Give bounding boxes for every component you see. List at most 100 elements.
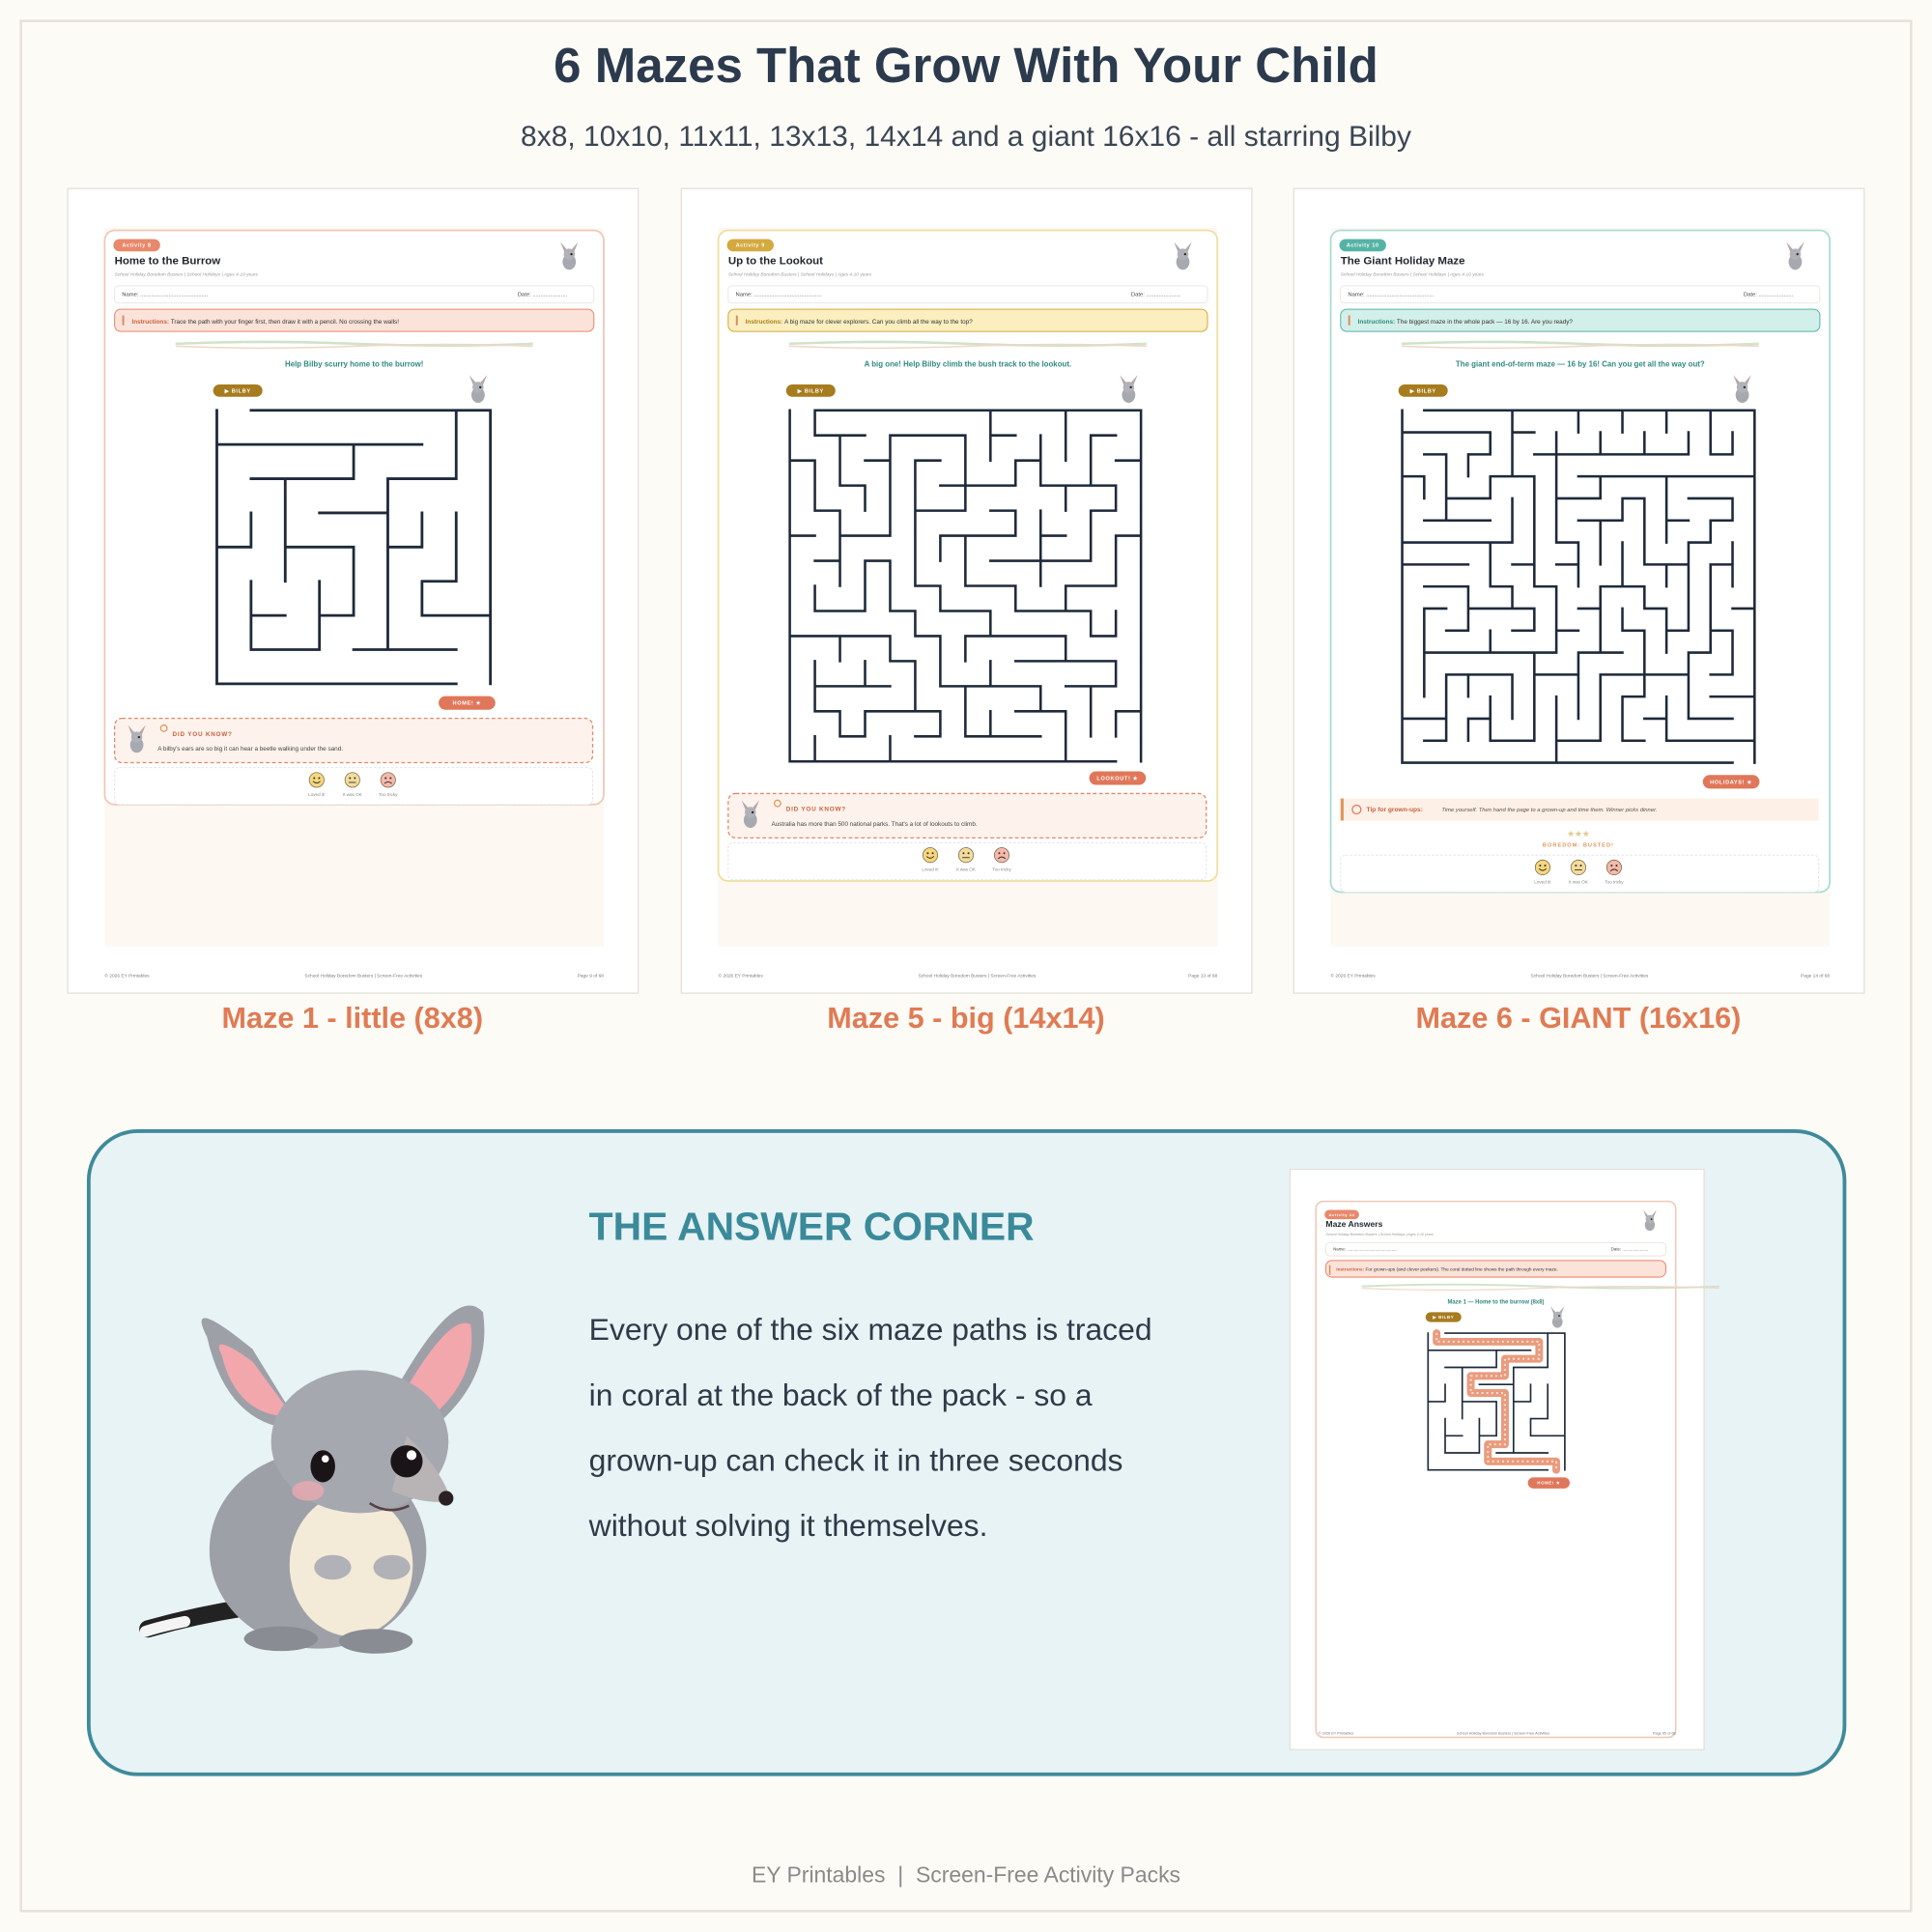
answer-line: in coral at the back of the pack - so a [589,1378,1093,1412]
instructions: Instructions: For grown-ups (and clever … [1336,1267,1558,1273]
activity-tag: Activity 44 [1329,1212,1355,1217]
sheet-footer-left: © 2026 EY Printables [719,972,764,979]
icon-head [745,807,756,818]
fact-box [727,792,1208,838]
fact-box [113,717,594,764]
face-circle [1534,859,1550,875]
end-tag: LOOKOUT! ★ [1096,775,1138,781]
bilby-icon [560,242,579,270]
icon-head [1789,248,1802,260]
maze-walls [788,409,1143,763]
date-label: Date: ...................... [518,292,568,298]
start-tag: ▶ BILBY [1409,387,1436,394]
icon-eye [137,735,141,739]
worksheet-card: Activity 10 The Giant Holiday Maze School … [1293,187,1865,994]
end-tag: HOLIDAYS! ★ [1710,779,1752,785]
instructions-label: Instructions: [746,319,783,326]
icon-eye [1796,252,1799,256]
face-eye [389,777,392,780]
name-label: Name: ..................................… [1333,1247,1398,1252]
face-eye [1003,852,1006,855]
start-tag: ▶ BILBY [224,387,251,394]
bilby-icon [469,375,488,403]
card-caption: Maze 1 - little (8x8) [222,1002,483,1035]
end-tag-pill [1089,771,1147,785]
feedback-face [922,847,939,864]
outer-border [19,19,1913,1913]
feedback-face [1605,859,1622,875]
name-label: Name: ..................................… [735,292,821,298]
name-box [1325,1242,1666,1257]
footer: EY Printables | Screen-Free Activity Pac… [752,1862,1180,1888]
face-eye [1544,865,1547,867]
face-label: Loved it! [922,867,938,872]
feedback-face [1534,859,1550,875]
face-eye [384,777,387,780]
face-eye [1575,865,1577,867]
sheet-meta: School Holiday Boredom Busters | School … [115,272,259,278]
answer-line: without solving it themselves. [588,1508,988,1543]
sheet-footer-right: Page 9 of 68 [578,973,605,979]
divider [1401,343,1759,350]
tip-text: Time yourself. Then hand the page to a g… [1441,808,1657,813]
icon-head [1122,382,1135,393]
maze-prompt: A big one! Help Bilby climb the bush tra… [865,360,1072,369]
sheet-footer-center: School Holiday Boredom Busters | Screen-… [919,973,1037,979]
face-mouth [997,856,1007,860]
worksheet-card: Activity 9 Up to the Lookout School Holida… [680,187,1253,994]
activity-tag: Activity 9 [736,243,765,249]
activity-tag: Activity 10 [1347,243,1379,249]
sheet-meta: School Holiday Boredom Busters | School … [1341,272,1485,278]
sheet-frame [717,229,1219,882]
bilby-icon [741,800,759,829]
bilby-icon [1120,375,1138,403]
icon-eye [479,385,482,389]
tip-label: Tip for grown-ups: [1367,807,1423,813]
divider [175,343,533,350]
face-circle [1570,859,1586,875]
start-tag: ▶ BILBY [797,387,824,394]
date-label: Date: ...................... [1611,1247,1649,1252]
date-label: Date: ...................... [1744,292,1794,298]
solution-dots [1435,1333,1558,1470]
sheet-title: Home to the Burrow [115,255,221,267]
instructions-text: The biggest maze in the whole pack — 16 … [1397,319,1574,326]
icon-eye [751,810,754,814]
rating-stars: ★★★ [1567,829,1590,838]
icon-head [1645,1214,1655,1224]
feedback-face [1570,859,1586,875]
fact-text: A bilby's ears are so big it can hear a … [157,746,343,753]
sheet-footer-left: © 2026 EY Printables [104,972,150,979]
icon-ear [1733,375,1751,386]
icon-ear [1786,242,1804,253]
instructions-box [727,308,1208,332]
face-mouth [384,781,392,784]
icon-ear [469,375,488,386]
sheet-footer-right: Page 13 of 68 [1188,973,1217,979]
divider [1361,1286,1719,1292]
sheet-footer-right: Page 65 of 68 [1653,1732,1676,1736]
start-tag-pill [1398,384,1448,397]
feedback-face [308,772,325,788]
sheet-footer-center: School Holiday Boredom Busters | Screen-… [304,973,422,979]
sheet-footer-center: School Holiday Boredom Busters | Screen-… [1457,1732,1549,1736]
face-label: It was OK [956,867,976,872]
instructions-label: Instructions: [131,319,169,326]
activity-tag-pill [726,239,775,252]
divider [788,343,1147,350]
worksheet-card: Activity 8 Home to the Burrow School Holid… [67,187,639,994]
maze-walls [215,409,493,686]
feedback-face [957,847,975,864]
face-mouth [1538,867,1548,871]
sheet-footer-right: Page 14 of 68 [1801,973,1830,979]
fact-label: DID YOU KNOW? [173,731,233,738]
feedback-face [380,772,396,788]
bilby-illustration [139,1305,485,1654]
name-label: Name: ..................................… [1348,292,1434,298]
bilby-icon [1550,1306,1565,1328]
name-box [727,285,1208,304]
instructions-label: Instructions: [1358,319,1396,326]
face-eye [962,852,965,855]
fact-text: Australia has more than 500 national par… [771,821,977,828]
